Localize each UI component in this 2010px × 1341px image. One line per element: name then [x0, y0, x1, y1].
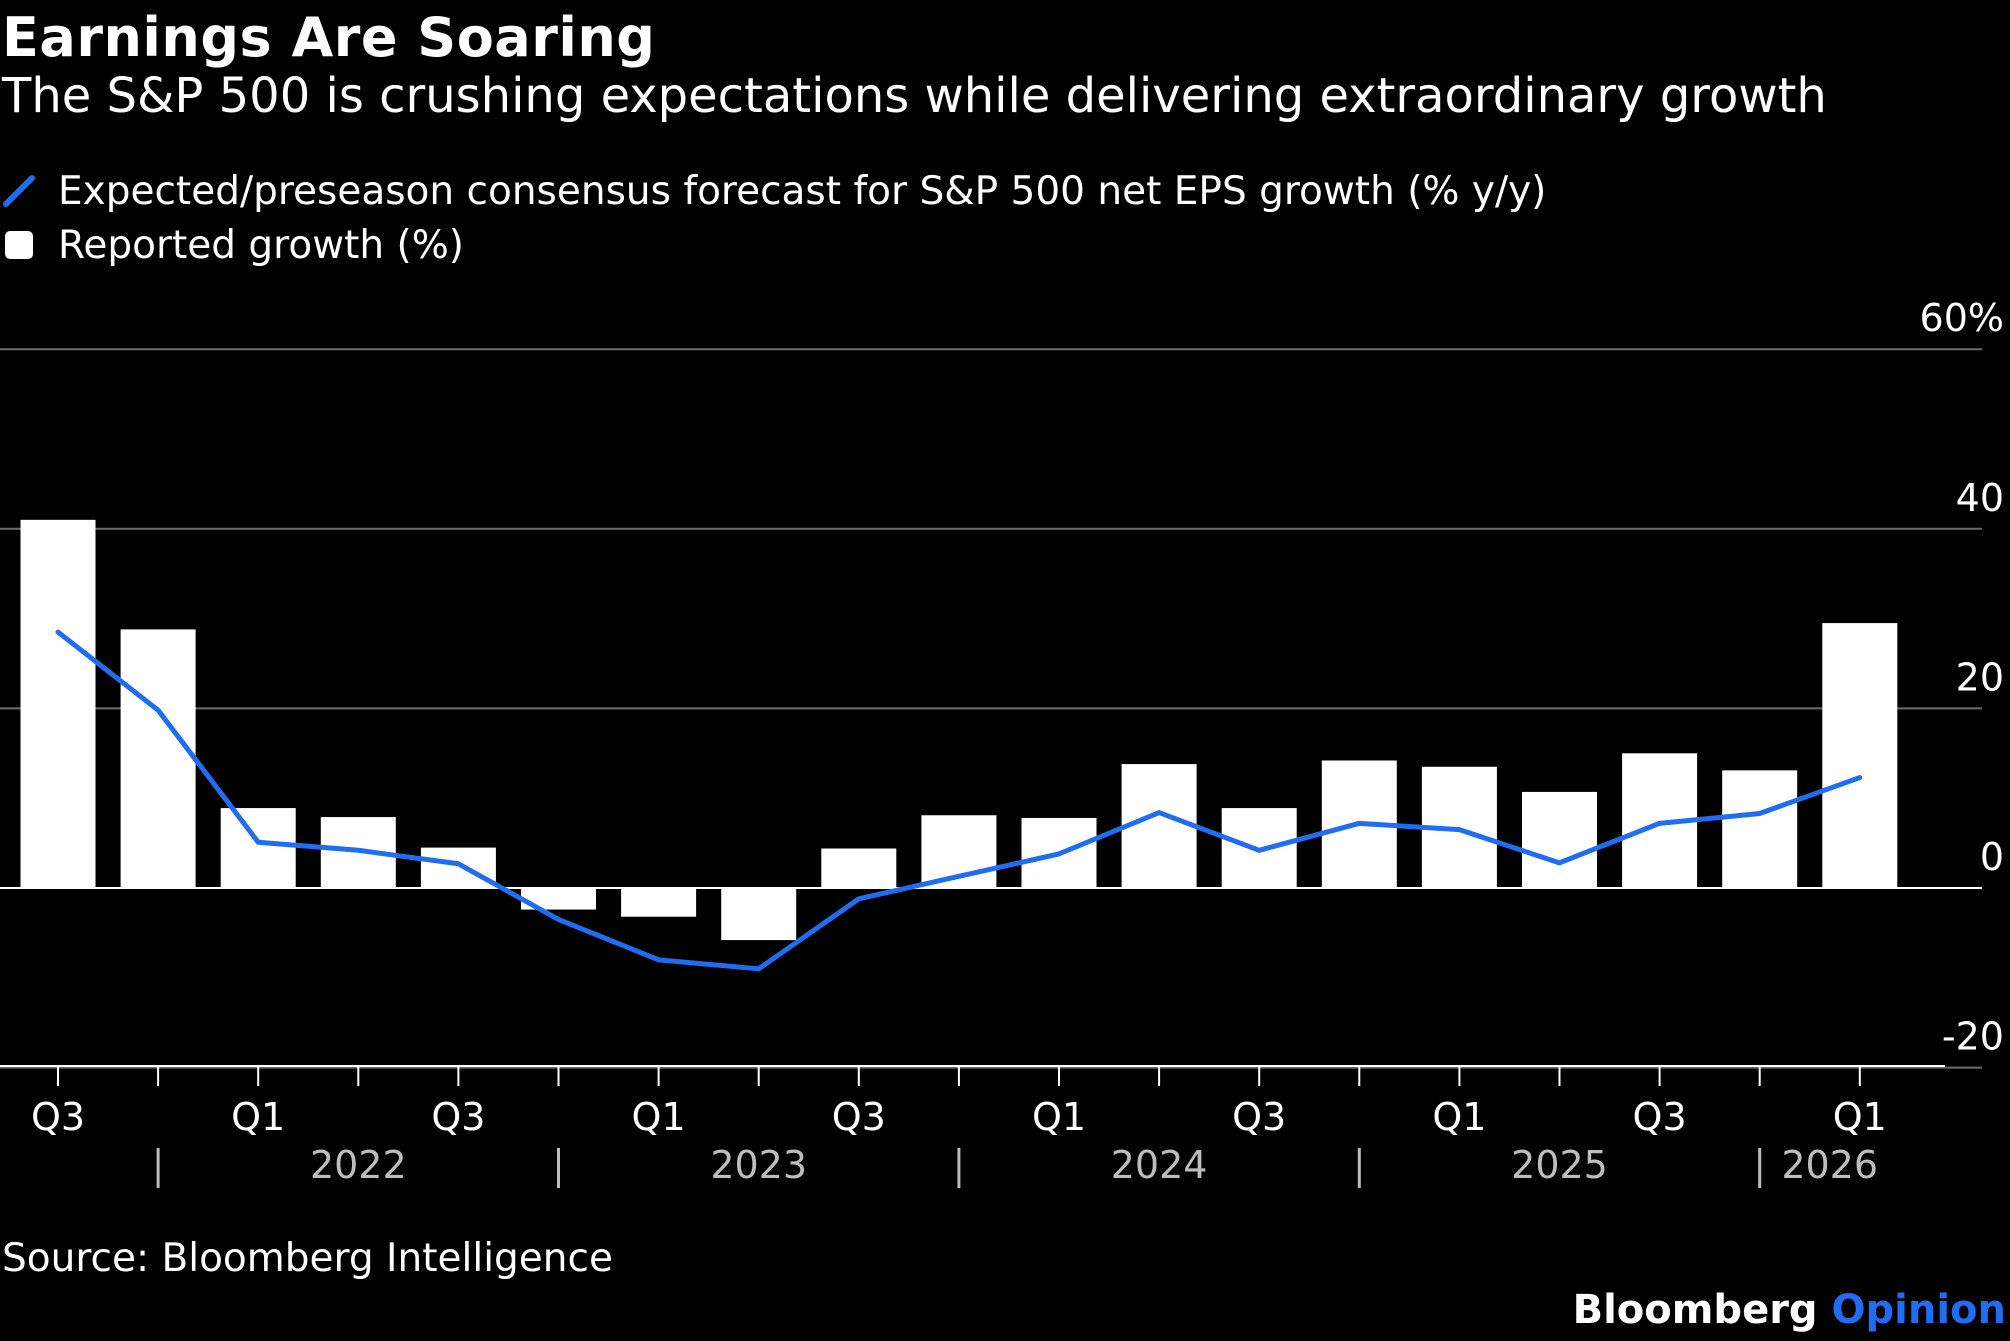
y-tick-label-4: -20 — [1942, 1015, 2004, 1059]
year-label-2023: 2023 — [710, 1143, 807, 1187]
chart-title: Earnings Are Soaring — [2, 6, 656, 69]
brand-secondary: Opinion — [1831, 1287, 2007, 1333]
legend-label-reported: Reported growth (%) — [58, 222, 465, 268]
brand-logo: Bloomberg Opinion — [1573, 1287, 2006, 1333]
bar-15 — [1522, 791, 1597, 888]
year-label-2022: 2022 — [310, 1143, 407, 1187]
bar-0 — [20, 519, 96, 888]
x-quarter-label-0: Q3 — [31, 1095, 85, 1139]
chart-subtitle: The S&P 500 is crushing expectations whi… — [2, 68, 1827, 124]
bar-2 — [220, 808, 296, 888]
bar-4 — [420, 847, 496, 888]
x-quarter-label-8: Q3 — [832, 1095, 886, 1139]
legend-item-forecast: Expected/preseason consensus forecast fo… — [2, 164, 1546, 218]
source-note: Source: Bloomberg Intelligence — [2, 1236, 613, 1281]
bar-1 — [120, 629, 196, 888]
forecast-line — [55, 629, 1863, 972]
bar-17 — [1722, 770, 1798, 888]
year-label-2024: 2024 — [1111, 1143, 1208, 1187]
bar-swatch-icon — [2, 231, 36, 259]
x-quarter-label-6: Q1 — [632, 1095, 686, 1139]
x-quarter-label-18: Q1 — [1833, 1095, 1887, 1139]
legend-item-reported: Reported growth (%) — [2, 218, 1546, 272]
bar-18 — [1822, 623, 1898, 888]
y-tick-label-1: 40 — [1956, 476, 2004, 520]
bar-8 — [821, 848, 897, 888]
y-tick-label-2: 20 — [1956, 655, 2004, 699]
bar-7 — [721, 888, 797, 941]
x-quarter-label-12: Q3 — [1232, 1095, 1286, 1139]
x-quarter-label-2: Q1 — [231, 1095, 285, 1139]
bar-6 — [621, 888, 697, 917]
x-quarter-label-4: Q3 — [431, 1095, 485, 1139]
brand-primary: Bloomberg — [1572, 1287, 1818, 1333]
year-label-2026: 2026 — [1781, 1143, 1878, 1187]
legend-label-forecast: Expected/preseason consensus forecast fo… — [58, 168, 1547, 214]
x-quarter-label-16: Q3 — [1633, 1095, 1687, 1139]
line-swatch-icon — [2, 174, 36, 208]
bar-5 — [521, 888, 596, 910]
y-tick-label-3: 0 — [1980, 835, 2004, 879]
bar-11 — [1121, 764, 1197, 888]
legend: Expected/preseason consensus forecast fo… — [2, 164, 1546, 272]
x-quarter-label-14: Q1 — [1432, 1095, 1486, 1139]
y-tick-label-0: 60% — [1920, 296, 2004, 340]
x-quarter-label-10: Q1 — [1032, 1095, 1086, 1139]
year-label-2025: 2025 — [1511, 1143, 1608, 1187]
